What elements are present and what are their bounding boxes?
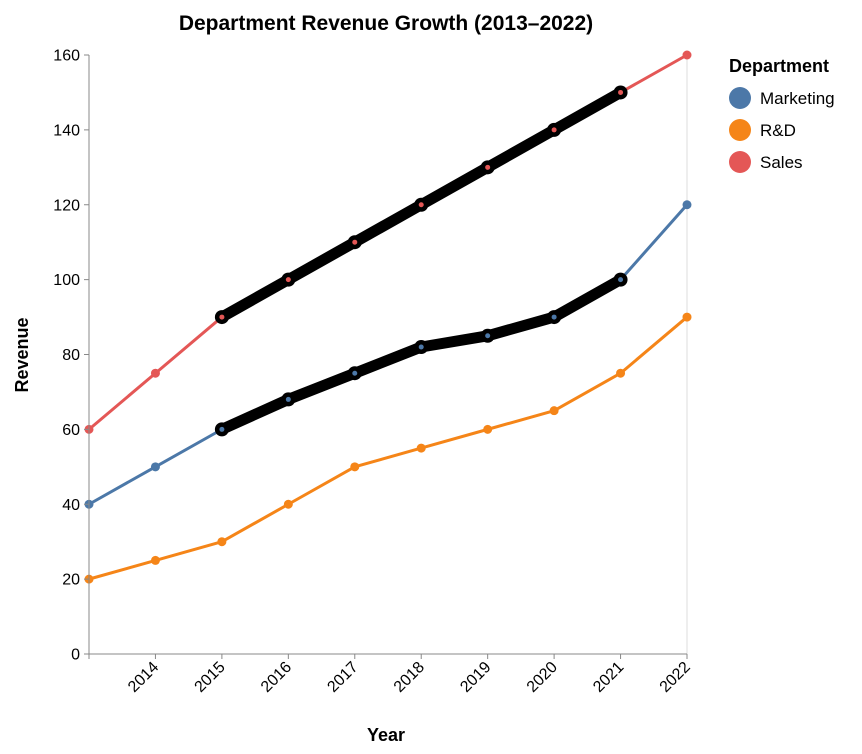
data-point-r-d-2017 xyxy=(350,462,360,472)
data-point-sales-2019 xyxy=(485,164,491,170)
y-tick-label-40: 40 xyxy=(62,497,80,514)
x-tick-label-2021: 2021 xyxy=(590,659,627,696)
x-tick-label-2020: 2020 xyxy=(524,659,561,696)
x-tick-label-2017: 2017 xyxy=(324,659,361,696)
x-tick-label-2014: 2014 xyxy=(125,659,162,696)
x-axis-title: Year xyxy=(367,725,405,745)
legend-title: Department xyxy=(729,56,829,76)
data-point-sales-2017 xyxy=(352,239,358,245)
y-tick-label-20: 20 xyxy=(62,572,80,589)
x-tick-label-2019: 2019 xyxy=(457,659,494,696)
data-point-marketing-2019 xyxy=(485,333,491,339)
data-point-r-d-2021 xyxy=(616,368,626,378)
plot-area xyxy=(84,50,692,654)
data-point-r-d-2020 xyxy=(549,406,559,416)
legend-label-r-d: R&D xyxy=(760,121,796,140)
y-tick-label-140: 140 xyxy=(53,122,80,139)
y-tick-label-120: 120 xyxy=(53,197,80,214)
data-point-r-d-2018 xyxy=(416,443,426,453)
legend-label-marketing: Marketing xyxy=(760,89,835,108)
series-line-r-d xyxy=(87,315,689,581)
legend-label-sales: Sales xyxy=(760,153,803,172)
data-point-r-d-2022 xyxy=(682,312,692,322)
legend-swatch-marketing xyxy=(729,87,751,109)
data-point-marketing-2014 xyxy=(150,462,160,472)
y-tick-label-160: 160 xyxy=(53,48,80,65)
data-point-sales-2022 xyxy=(682,50,692,60)
y-tick-label-80: 80 xyxy=(62,347,80,364)
y-axis-title: Revenue xyxy=(12,317,32,392)
y-tick-label-0: 0 xyxy=(71,647,80,664)
data-point-r-d-2016 xyxy=(283,499,293,509)
x-tick-label-2015: 2015 xyxy=(192,659,229,696)
data-point-sales-2014 xyxy=(150,368,160,378)
data-point-sales-2015 xyxy=(219,314,225,320)
x-axis: 2014 2015 2016 2017 2018 2019 2020 2021 2022 xyxy=(88,653,694,696)
legend-swatch-sales xyxy=(729,151,751,173)
data-point-marketing-2021 xyxy=(618,277,624,283)
x-tick-label-2022: 2022 xyxy=(657,659,694,696)
data-point-marketing-2020 xyxy=(551,314,557,320)
data-point-r-d-2015 xyxy=(217,537,227,547)
data-point-sales-2020 xyxy=(551,127,557,133)
data-point-marketing-2018 xyxy=(418,344,424,350)
data-point-marketing-2015 xyxy=(219,426,225,432)
y-axis: 0 20 40 60 80 100 120 140 160 xyxy=(53,48,90,664)
data-point-sales-2021 xyxy=(618,89,624,95)
legend-swatch-r-d xyxy=(729,119,751,141)
data-point-marketing-2017 xyxy=(352,370,358,376)
y-tick-label-60: 60 xyxy=(62,422,80,439)
data-point-r-d-2014 xyxy=(150,555,160,565)
data-point-sales-2016 xyxy=(285,277,291,283)
y-tick-label-100: 100 xyxy=(53,272,80,289)
data-point-sales-2018 xyxy=(418,202,424,208)
data-point-r-d-2019 xyxy=(483,424,493,434)
data-point-marketing-2016 xyxy=(285,396,291,402)
chart-title: Department Revenue Growth (2013–2022) xyxy=(179,12,593,35)
x-tick-label-2016: 2016 xyxy=(258,659,295,696)
x-tick-label-2018: 2018 xyxy=(391,659,428,696)
legend: Department Marketing R&D Sales xyxy=(729,56,835,173)
data-point-marketing-2022 xyxy=(682,200,692,210)
